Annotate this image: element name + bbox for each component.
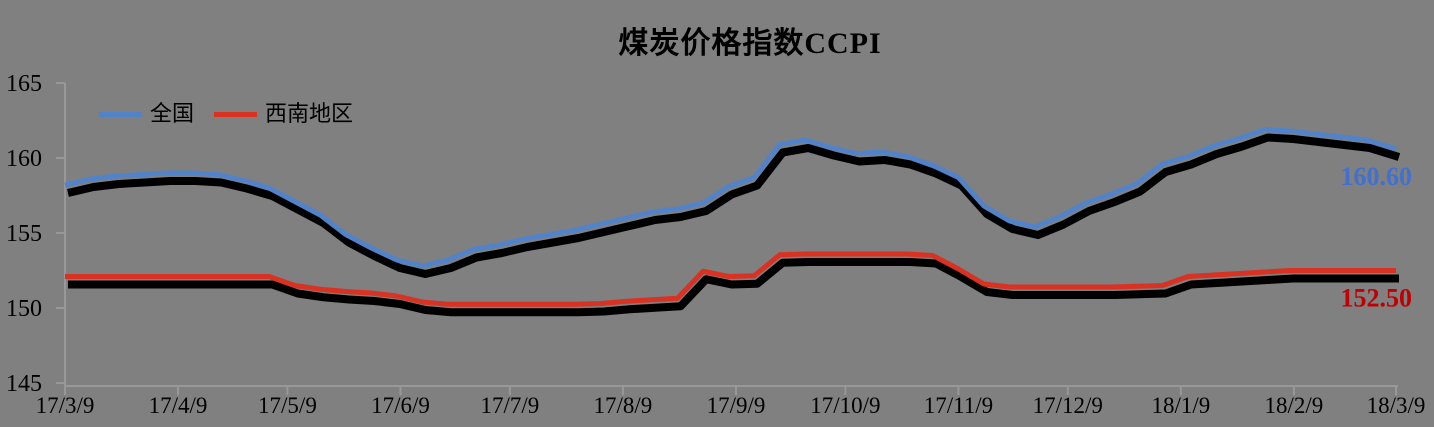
x-tick-label: 17/6/9 (371, 393, 430, 418)
legend-swatch-national (99, 111, 142, 117)
y-tick-label: 165 (6, 71, 42, 97)
chart-title: 煤炭价格指数CCPI (618, 27, 882, 60)
x-tick-label: 17/9/9 (707, 393, 766, 418)
legend-label-national: 全国 (150, 101, 195, 126)
legend: 全国 西南地区 (99, 99, 353, 129)
x-tick-label: 17/5/9 (258, 393, 317, 418)
series-national-shadow (67, 133, 1401, 278)
y-tick-label: 155 (6, 221, 42, 247)
x-tick-label: 17/12/9 (1033, 393, 1103, 418)
legend-item-national: 全国 (99, 99, 194, 129)
x-tick-label: 17/11/9 (924, 393, 993, 418)
y-tick-label: 150 (6, 296, 42, 322)
x-tick-label: 18/2/9 (1265, 393, 1324, 418)
series-national-end-label: 160.60 (1341, 162, 1413, 191)
y-tick-label: 160 (6, 146, 42, 172)
x-tick-label: 17/8/9 (594, 393, 653, 418)
y-tick-label: 145 (6, 371, 42, 397)
x-tick-label: 17/10/9 (810, 393, 880, 418)
x-tick-label: 18/1/9 (1151, 393, 1210, 418)
legend-label-southwest: 西南地区 (265, 101, 354, 126)
x-tick-label: 17/3/9 (36, 393, 95, 418)
x-tick-label: 18/3/9 (1367, 393, 1426, 418)
series-southwest-line (65, 251, 1396, 307)
x-tick-label: 17/4/9 (149, 393, 208, 418)
legend-swatch-southwest (214, 111, 258, 117)
series-southwest-end-label: 152.50 (1341, 284, 1413, 313)
series-national-line (64, 127, 1397, 269)
series-southwest-shadow (68, 258, 1399, 317)
x-tick-label: 17/7/9 (480, 393, 539, 418)
legend-item-southwest: 西南地区 (214, 99, 353, 129)
